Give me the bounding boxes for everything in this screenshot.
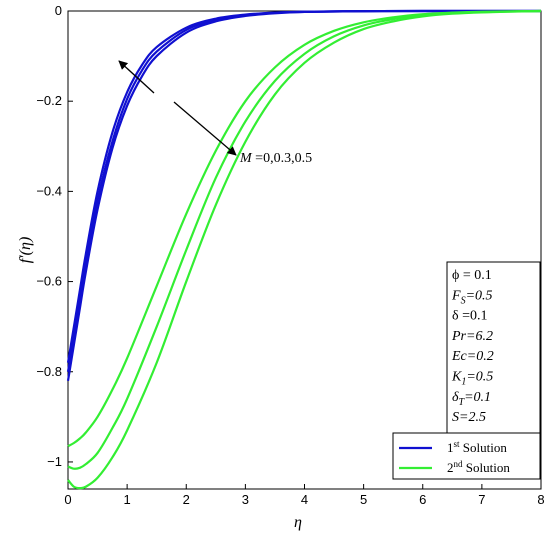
parameter-text: δ =0.1 — [452, 309, 488, 324]
legend-label: 2nd Solution — [447, 459, 510, 475]
parameter-text: δT=0.1 — [452, 390, 491, 408]
y-tick-label: −0.2 — [36, 93, 62, 108]
y-tick-label: −1 — [47, 454, 62, 469]
direction-arrow-down — [173, 101, 237, 156]
series-line-second-solution-2 — [67, 9, 542, 470]
parameters-box — [446, 261, 541, 435]
x-tick-label: 3 — [242, 492, 249, 507]
series-line-first-solution-3 — [66, 9, 542, 363]
x-tick-label: 0 — [64, 492, 71, 507]
parameter-text: K1=0.5 — [451, 370, 493, 388]
legend-box — [392, 432, 541, 480]
x-tick-label: 2 — [183, 492, 190, 507]
series-line-second-solution-1 — [67, 9, 542, 490]
parameter-annotation-label: M =0,0.3,0.5 — [239, 151, 312, 166]
y-axis-label: f′(η) — [17, 237, 34, 264]
parameter-text: ϕ = 0.1 — [452, 268, 492, 283]
direction-arrow-up — [118, 60, 155, 94]
parameter-text: S=2.5 — [452, 410, 486, 425]
parameter-text: Ec=0.2 — [451, 349, 494, 364]
x-tick-label: 1 — [124, 492, 131, 507]
series-line-second-solution-3 — [67, 9, 542, 448]
y-tick-label: 0 — [55, 3, 62, 18]
x-tick-label: 8 — [537, 492, 544, 507]
y-tick-label: −0.8 — [36, 364, 62, 379]
y-tick-label: −0.6 — [36, 274, 62, 289]
x-tick-label: 5 — [360, 492, 367, 507]
legend-label: 1st Solution — [447, 439, 507, 455]
x-tick-label: 7 — [478, 492, 485, 507]
y-tick-label: −0.4 — [36, 183, 62, 198]
parameter-text: Pr=6.2 — [451, 329, 493, 344]
x-axis-label: η — [294, 514, 302, 531]
x-tick-label: 6 — [419, 492, 426, 507]
parameter-text: FS=0.5 — [451, 288, 493, 306]
x-tick-label: 4 — [301, 492, 308, 507]
